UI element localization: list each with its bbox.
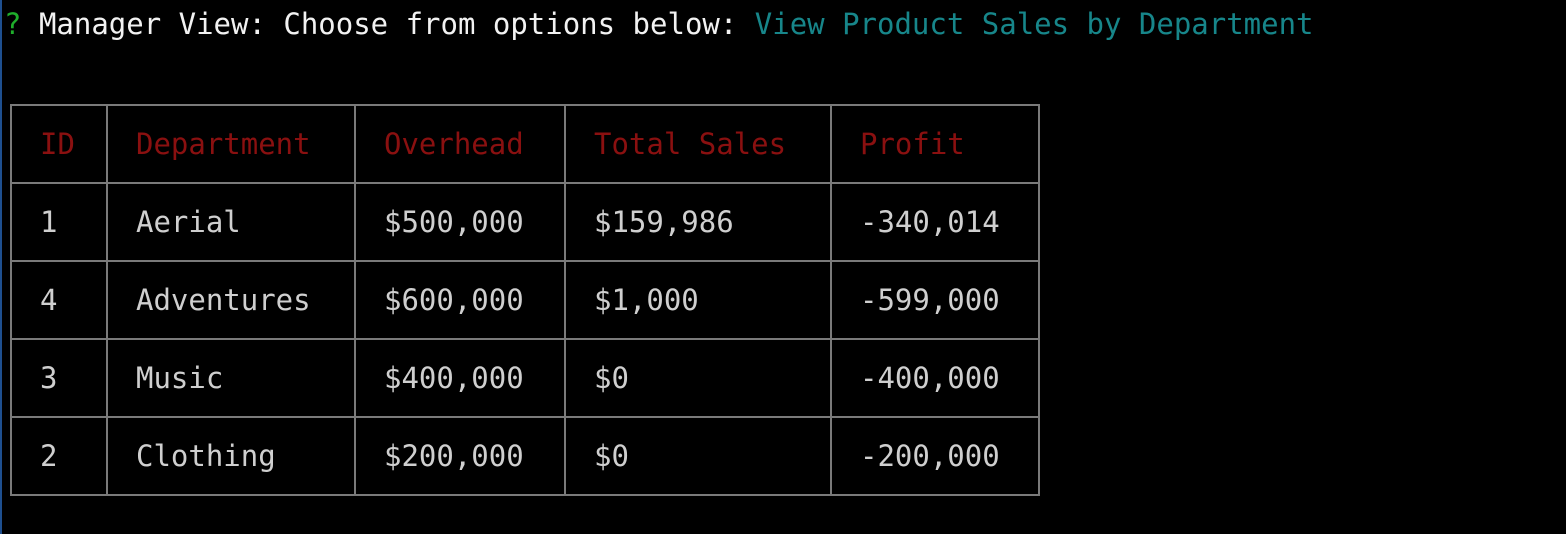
- prompt-question-mark: ?: [4, 7, 22, 41]
- window-edge: [0, 0, 2, 534]
- cell-id: 2: [10, 416, 108, 496]
- cell-id: 3: [10, 338, 108, 418]
- header-profit: Profit: [830, 104, 1040, 184]
- cell-overhead: $600,000: [354, 260, 566, 340]
- cell-department: Clothing: [106, 416, 356, 496]
- cell-overhead: $400,000: [354, 338, 566, 418]
- header-id: ID: [10, 104, 108, 184]
- cell-total-sales: $159,986: [564, 182, 832, 262]
- cell-id: 1: [10, 182, 108, 262]
- header-department: Department: [106, 104, 356, 184]
- prompt-line: ? Manager View: Choose from options belo…: [4, 4, 1314, 44]
- cell-profit: -599,000: [830, 260, 1040, 340]
- cell-department: Aerial: [106, 182, 356, 262]
- table-header-row: ID Department Overhead Total Sales Profi…: [10, 104, 1040, 184]
- cell-overhead: $200,000: [354, 416, 566, 496]
- cell-total-sales: $0: [564, 338, 832, 418]
- cell-department: Music: [106, 338, 356, 418]
- cell-profit: -400,000: [830, 338, 1040, 418]
- cell-total-sales: $1,000: [564, 260, 832, 340]
- table-row: 4 Adventures $600,000 $1,000 -599,000: [10, 260, 1040, 340]
- prompt-selected-answer: View Product Sales by Department: [754, 7, 1314, 41]
- cell-department: Adventures: [106, 260, 356, 340]
- product-sales-table: ID Department Overhead Total Sales Profi…: [10, 104, 1040, 496]
- table-row: 1 Aerial $500,000 $159,986 -340,014: [10, 182, 1040, 262]
- header-overhead: Overhead: [354, 104, 566, 184]
- cell-total-sales: $0: [564, 416, 832, 496]
- cell-id: 4: [10, 260, 108, 340]
- cell-profit: -200,000: [830, 416, 1040, 496]
- cell-overhead: $500,000: [354, 182, 566, 262]
- cell-profit: -340,014: [830, 182, 1040, 262]
- table-row: 3 Music $400,000 $0 -400,000: [10, 338, 1040, 418]
- header-total-sales: Total Sales: [564, 104, 832, 184]
- table-row: 2 Clothing $200,000 $0 -200,000: [10, 416, 1040, 496]
- prompt-text: Manager View: Choose from options below:: [38, 7, 738, 41]
